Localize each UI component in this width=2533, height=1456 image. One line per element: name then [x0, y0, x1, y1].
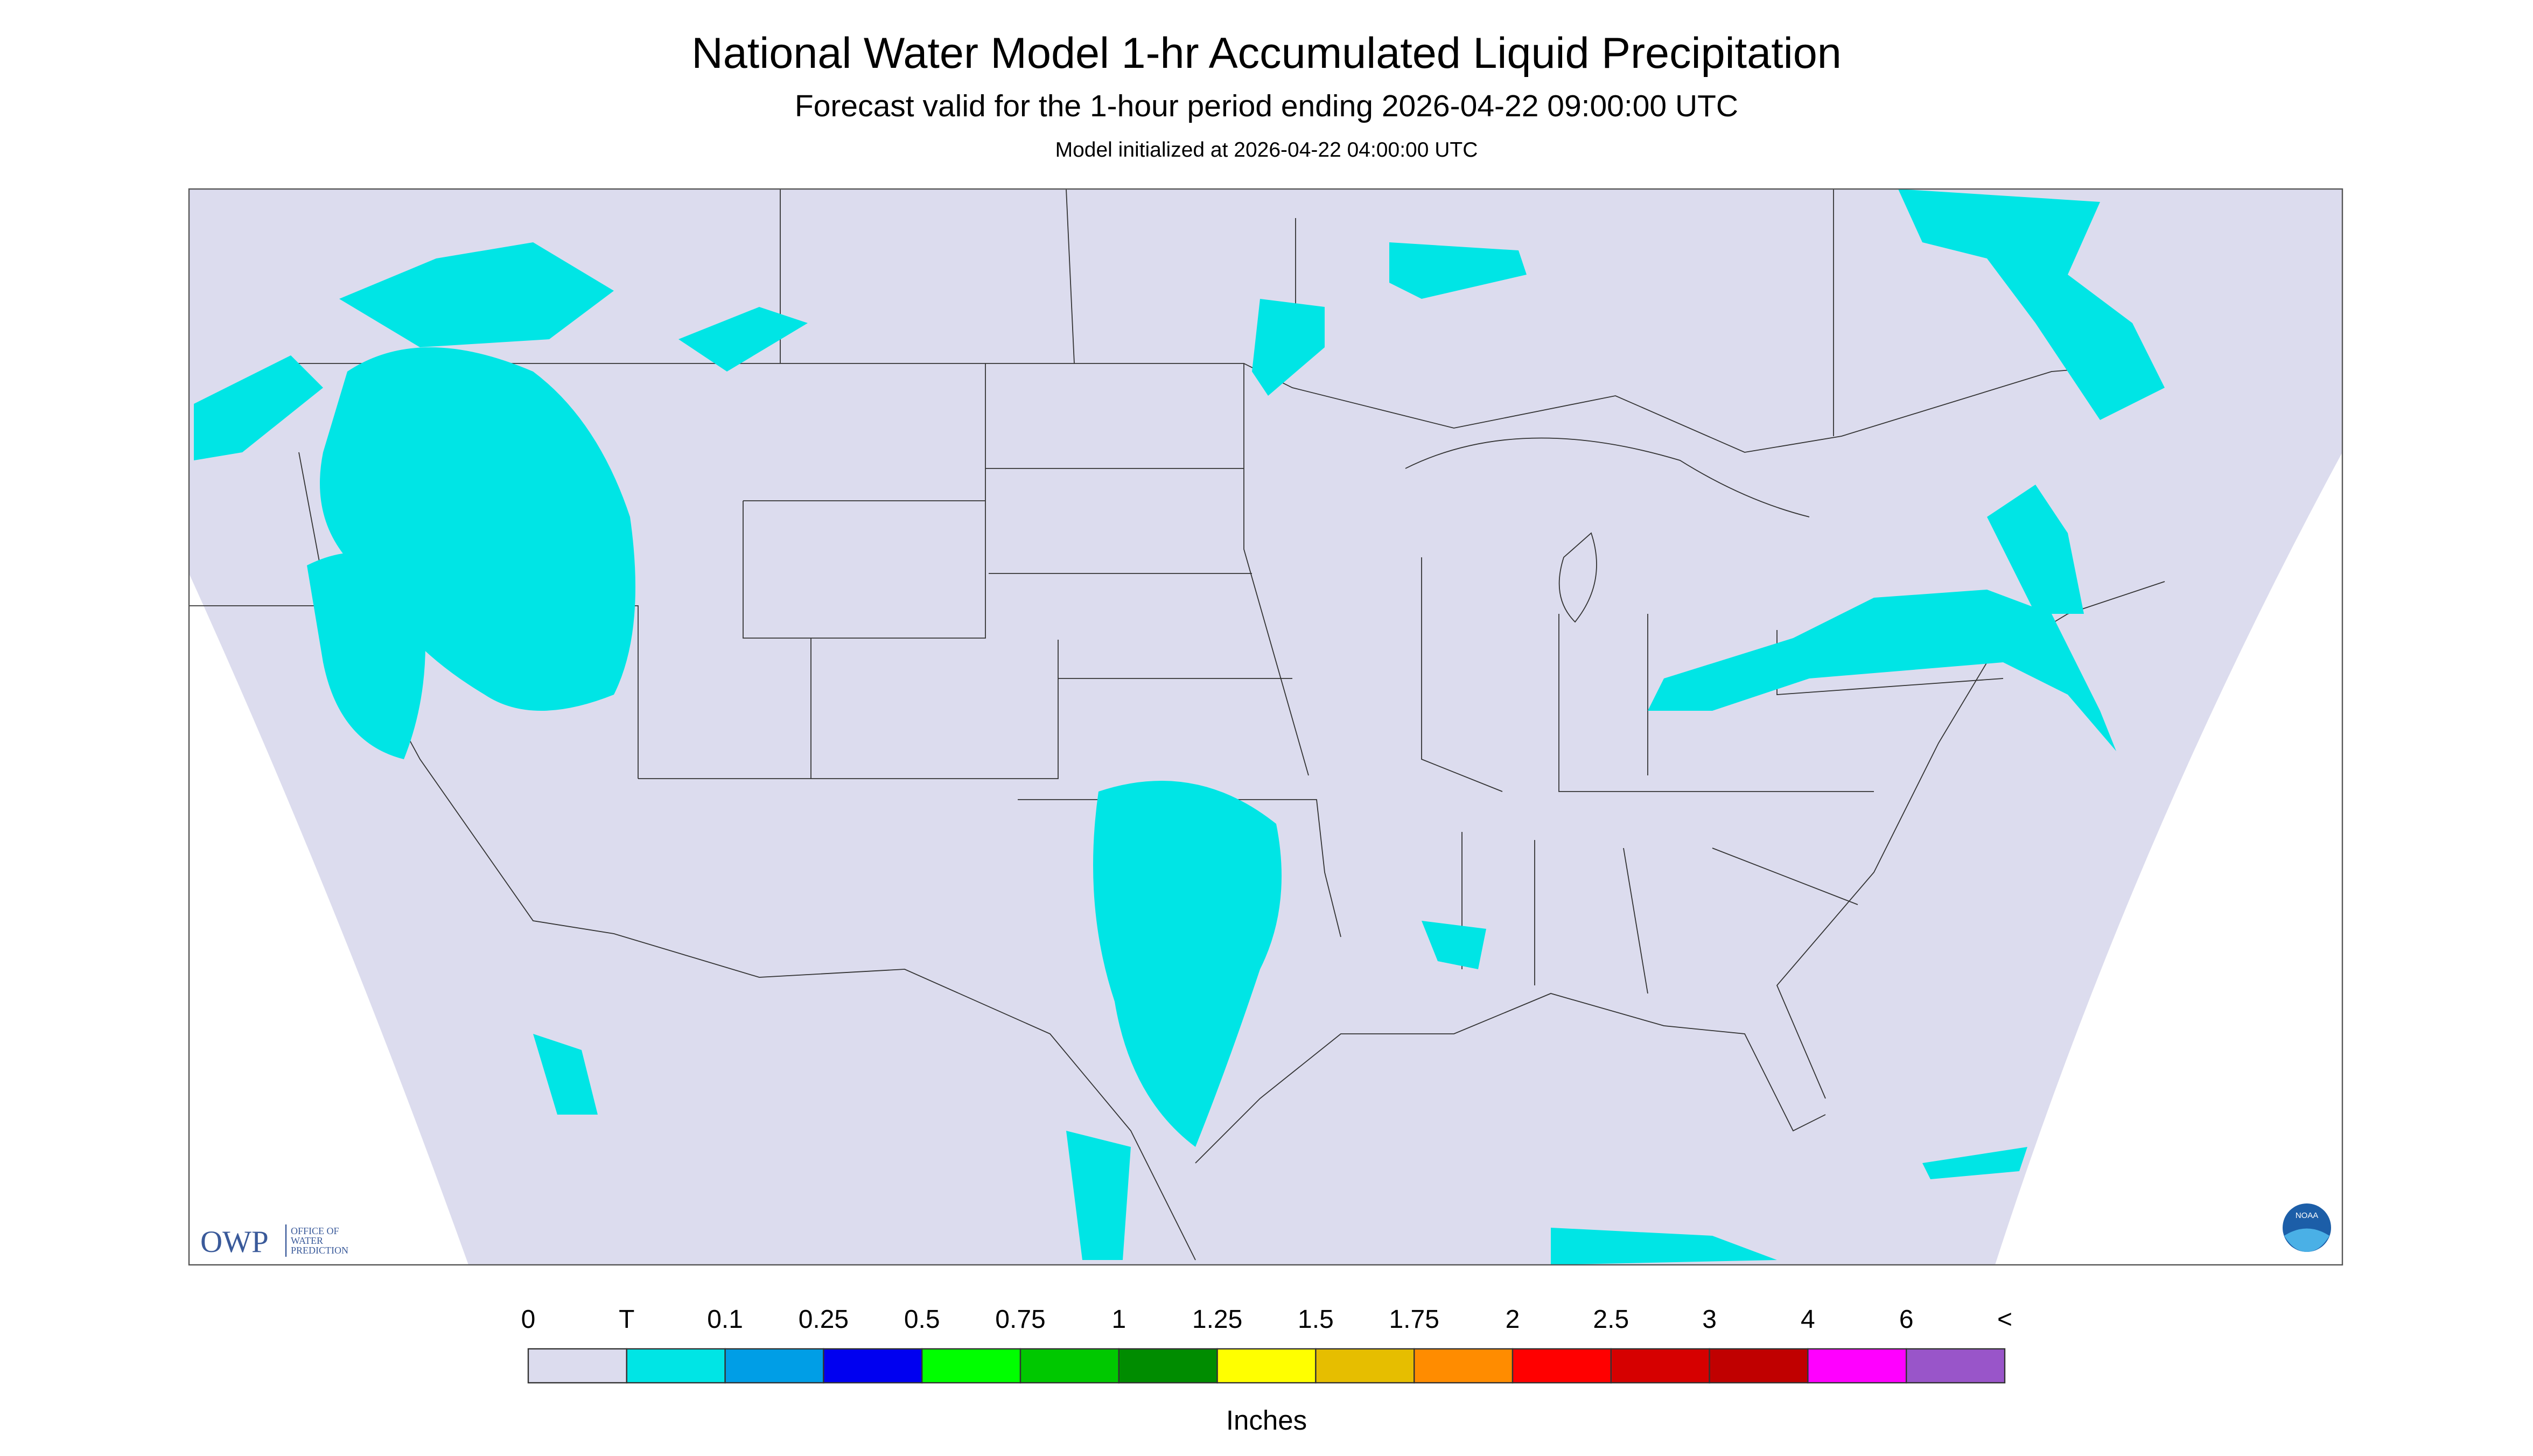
legend-swatch — [724, 1348, 824, 1384]
out-of-domain — [1995, 452, 2342, 1265]
legend-label: 2.5 — [1593, 1305, 1629, 1334]
legend-swatch — [1807, 1348, 1907, 1384]
noaa-logo-text: NOAA — [2296, 1211, 2319, 1220]
owp-logo: OWP OFFICE OF WATER PREDICTION — [200, 1224, 348, 1259]
subtitle: Forecast valid for the 1-hour period end… — [795, 89, 1738, 123]
legend-swatch — [626, 1348, 726, 1384]
legend-label: 1.75 — [1389, 1305, 1439, 1334]
map-frame — [188, 188, 2343, 1266]
legend-label: 0.75 — [995, 1305, 1045, 1334]
legend-swatch — [1905, 1348, 2006, 1384]
legend-label: < — [1997, 1305, 2012, 1334]
out-of-domain — [189, 573, 468, 1265]
legend-label: T — [619, 1305, 634, 1334]
owp-logo-line: PREDICTION — [291, 1245, 348, 1256]
legend-swatch — [1610, 1348, 1710, 1384]
boundaries — [189, 188, 2165, 1261]
legend: Inches 0 T 0.1 0.25 0.5 0.75 1 1.25 1.5 1.75 2 2.5 3… — [521, 1305, 2012, 1436]
title: National Water Model 1-hr Accumulated Li… — [691, 29, 1842, 78]
owp-logo-line: WATER — [291, 1235, 323, 1246]
legend-swatch — [1414, 1348, 1514, 1384]
legend-label: 1 — [1111, 1305, 1126, 1334]
legend-label: 0.25 — [799, 1305, 849, 1334]
legend-swatch — [921, 1348, 1021, 1384]
legend-swatch — [1315, 1348, 1415, 1384]
legend-unit: Inches — [1226, 1405, 1307, 1436]
init-note: Model initialized at 2026-04-22 04:00:00… — [1055, 138, 1478, 162]
owp-logo-text: OWP — [200, 1225, 269, 1259]
legend-label: 0 — [521, 1305, 536, 1334]
legend-label: 3 — [1702, 1305, 1717, 1334]
legend-label: 6 — [1899, 1305, 1914, 1334]
legend-label: 1.5 — [1298, 1305, 1334, 1334]
legend-swatch — [1118, 1348, 1218, 1384]
precipitation — [194, 189, 2165, 1265]
legend-swatch — [823, 1348, 923, 1384]
legend-label: 2 — [1506, 1305, 1520, 1334]
legend-label: 1.25 — [1192, 1305, 1242, 1334]
legend-swatch — [1216, 1348, 1317, 1384]
map: OWP OFFICE OF WATER PREDICTION NOAA — [188, 188, 2343, 1266]
noaa-logo: NOAA — [2283, 1203, 2331, 1252]
legend-swatch — [1709, 1348, 1809, 1384]
legend-label: 0.1 — [707, 1305, 743, 1334]
legend-label: 4 — [1801, 1305, 1815, 1334]
legend-swatch — [1019, 1348, 1120, 1384]
legend-swatch — [1512, 1348, 1612, 1384]
legend-label: 0.5 — [904, 1305, 940, 1334]
legend-swatch — [527, 1348, 628, 1384]
owp-logo-line: OFFICE OF — [291, 1226, 339, 1236]
